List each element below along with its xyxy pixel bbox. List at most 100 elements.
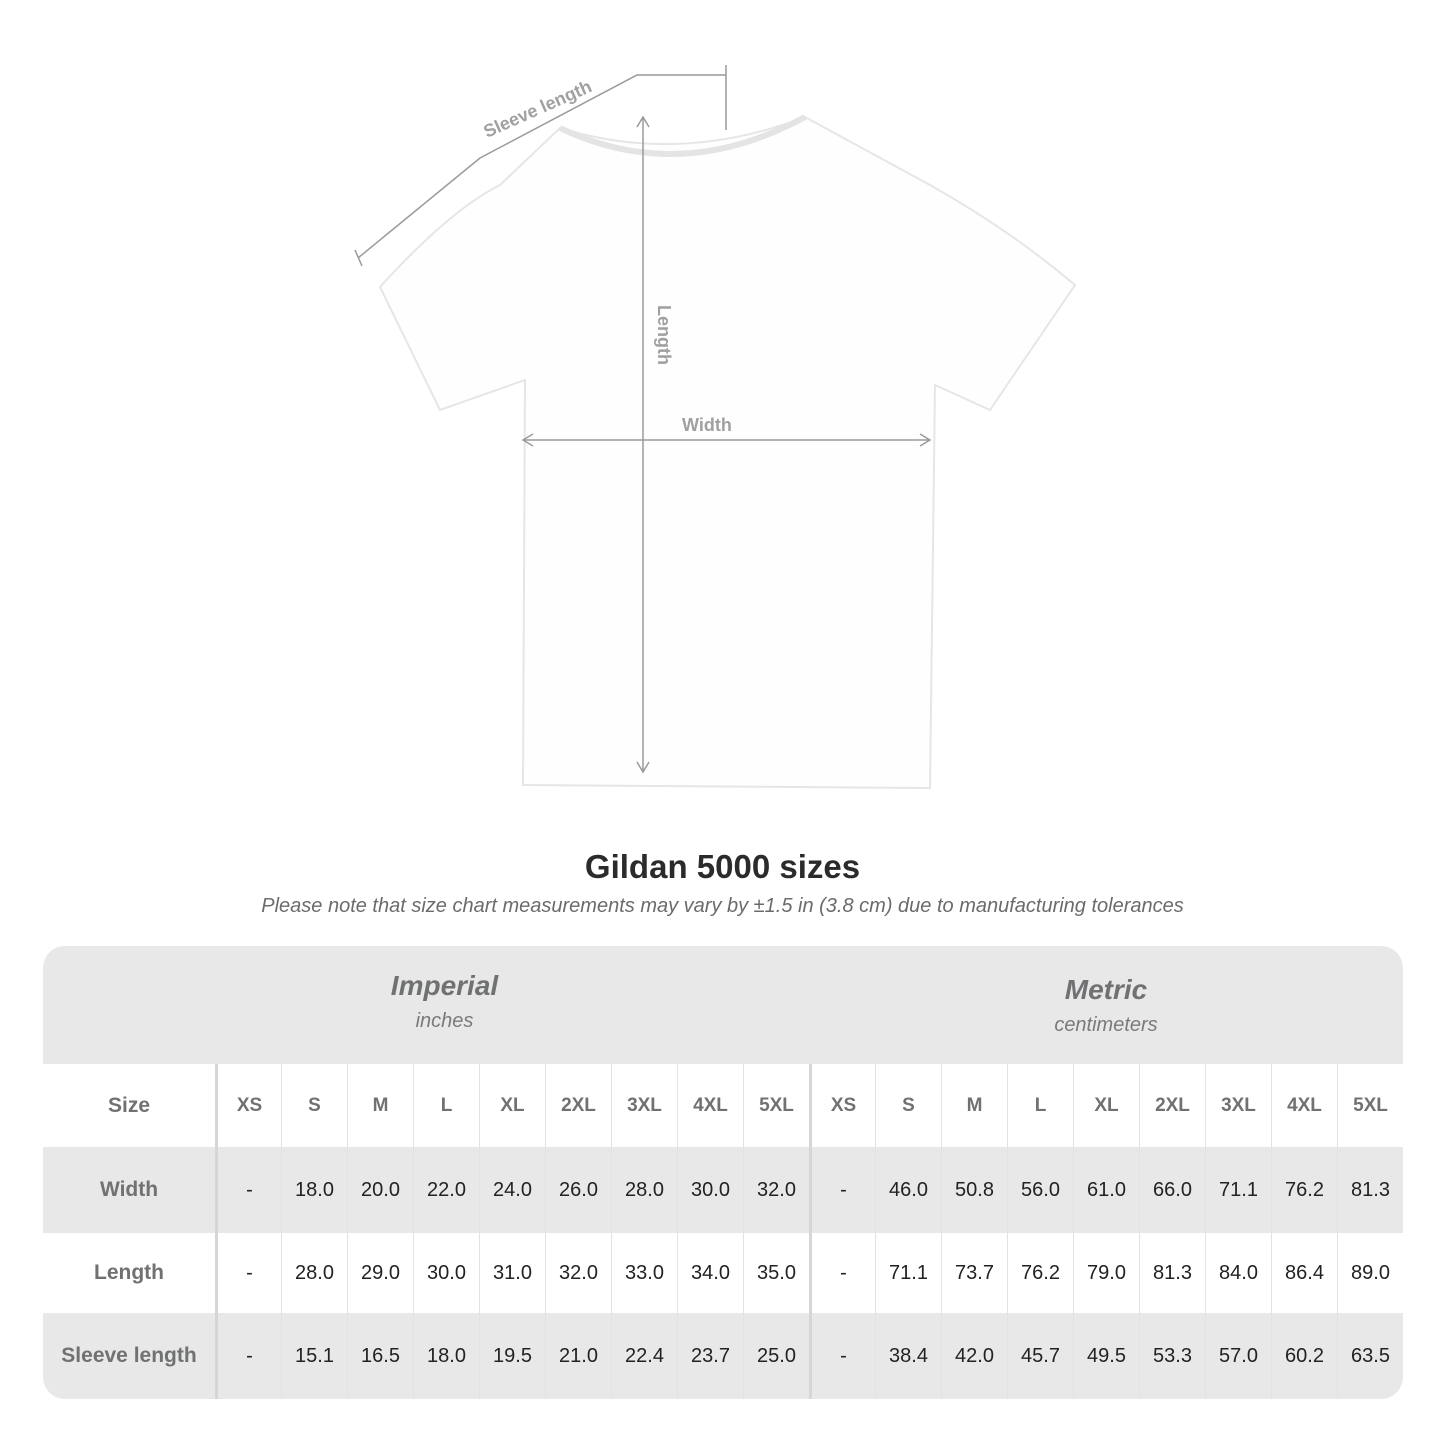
metric-size-header: 4XL [1271,1064,1337,1147]
imperial-value-cell: 32.0 [743,1147,809,1233]
metric-value-cell: 73.7 [941,1233,1007,1313]
metric-size-header: XL [1073,1064,1139,1147]
imperial-value-cell: 22.0 [413,1147,479,1233]
imperial-size-header: 4XL [677,1064,743,1147]
imperial-value-cell: 30.0 [677,1147,743,1233]
imperial-value-cell: 23.7 [677,1313,743,1399]
metric-value-cell: 79.0 [1073,1233,1139,1313]
metric-size-header: S [875,1064,941,1147]
imperial-size-header: S [281,1064,347,1147]
width-label: Width [682,415,732,435]
metric-value-cell: 71.1 [1205,1147,1271,1233]
imperial-value-cell: 21.0 [545,1313,611,1399]
metric-header: Metric centimeters [809,974,1403,1037]
imperial-header: Imperial inches [215,970,674,1033]
metric-value-cell: - [809,1147,875,1233]
metric-value-cell: 42.0 [941,1313,1007,1399]
row-label: Width [99,1178,159,1201]
metric-value-cell: - [809,1313,875,1399]
imperial-value-cell: 25.0 [743,1313,809,1399]
imperial-value-cell: 24.0 [479,1147,545,1233]
imperial-value-cell: 18.0 [413,1313,479,1399]
size-table: Imperial inches Metric centimeters Size X… [43,946,1403,1399]
metric-value-cell: 76.2 [1007,1233,1073,1313]
metric-unit: centimeters [1054,1014,1158,1036]
metric-value-cell: 81.3 [1337,1147,1403,1233]
metric-size-header: L [1007,1064,1073,1147]
metric-value-cell: 50.8 [941,1147,1007,1233]
metric-value-cell: 63.5 [1337,1313,1403,1399]
metric-value-cell: 46.0 [875,1147,941,1233]
metric-value-cell: 56.0 [1007,1147,1073,1233]
imperial-value-cell: 29.0 [347,1233,413,1313]
length-line [636,115,650,774]
sleeve-length-label: Sleeve length [480,76,594,141]
imperial-size-header: L [413,1064,479,1147]
imperial-value-cell: 34.0 [677,1233,743,1313]
metric-value-cell: 45.7 [1007,1313,1073,1399]
table-row: Sleeve length -15.1 16.5 18.0 19.5 21.0 22.4 23… [43,1313,1403,1399]
metric-value-cell: 84.0 [1205,1233,1271,1313]
imperial-value-cell: - [215,1313,281,1399]
size-header-row: Size XS S M L XL 2XL 3XL 4XL 5XL XS S M L XL 2XL 3XL 4XL 5… [43,1064,1403,1147]
tshirt-diagram: Sleeve length Length Width [354,65,1077,790]
table-row: Width -18.0 20.0 22.0 24.0 26.0 28.0 30.0 32.0-4… [43,1147,1403,1233]
metric-value-cell: 61.0 [1073,1147,1139,1233]
metric-size-header: M [941,1064,1007,1147]
width-line [521,433,932,447]
imperial-size-header: M [347,1064,413,1147]
metric-value-cell: 38.4 [875,1313,941,1399]
imperial-value-cell: 15.1 [281,1313,347,1399]
imperial-title: Imperial [390,970,499,1001]
metric-size-header: XS [809,1064,875,1147]
row-label: Sleeve length [61,1344,197,1367]
imperial-value-cell: 28.0 [611,1147,677,1233]
imperial-value-cell: - [215,1233,281,1313]
imperial-value-cell: 28.0 [281,1233,347,1313]
metric-size-header: 5XL [1337,1064,1403,1147]
imperial-size-header: XL [479,1064,545,1147]
metric-value-cell: 66.0 [1139,1147,1205,1233]
row-label: Length [94,1261,164,1284]
metric-value-cell: 86.4 [1271,1233,1337,1313]
metric-value-cell: 71.1 [875,1233,941,1313]
metric-value-cell: 81.3 [1139,1233,1205,1313]
imperial-value-cell: 19.5 [479,1313,545,1399]
imperial-value-cell: 20.0 [347,1147,413,1233]
metric-value-cell: 76.2 [1271,1147,1337,1233]
length-label: Length [654,305,674,365]
chart-subtitle: Please note that size chart measurements… [261,895,1184,917]
imperial-value-cell: 32.0 [545,1233,611,1313]
table-row: Length -28.0 29.0 30.0 31.0 32.0 33.0 34.0 35.0-… [43,1233,1403,1313]
imperial-value-cell: 22.4 [611,1313,677,1399]
imperial-value-cell: 30.0 [413,1233,479,1313]
imperial-value-cell: 18.0 [281,1147,347,1233]
metric-size-header: 3XL [1205,1064,1271,1147]
imperial-unit: inches [415,1010,474,1032]
unit-header-band: Imperial inches Metric centimeters [43,946,1403,1064]
imperial-value-cell: - [215,1147,281,1233]
metric-value-cell: 57.0 [1205,1313,1271,1399]
imperial-size-header: 3XL [611,1064,677,1147]
metric-value-cell: 60.2 [1271,1313,1337,1399]
tshirt-outline [378,115,1077,790]
sleeve-length-line [357,74,726,259]
metric-size-header: 2XL [1139,1064,1205,1147]
metric-value-cell: 89.0 [1337,1233,1403,1313]
metric-value-cell: 53.3 [1139,1313,1205,1399]
imperial-size-header: 5XL [743,1064,809,1147]
metric-value-cell: 49.5 [1073,1313,1139,1399]
row-label: Size [107,1093,151,1117]
imperial-value-cell: 31.0 [479,1233,545,1313]
imperial-value-cell: 16.5 [347,1313,413,1399]
imperial-value-cell: 26.0 [545,1147,611,1233]
imperial-value-cell: 35.0 [743,1233,809,1313]
metric-title: Metric [1064,974,1148,1005]
chart-title: Gildan 5000 sizes [584,848,861,885]
imperial-size-header: 2XL [545,1064,611,1147]
imperial-value-cell: 33.0 [611,1233,677,1313]
imperial-size-header: XS [215,1064,281,1147]
metric-value-cell: - [809,1233,875,1313]
collar [558,114,807,157]
